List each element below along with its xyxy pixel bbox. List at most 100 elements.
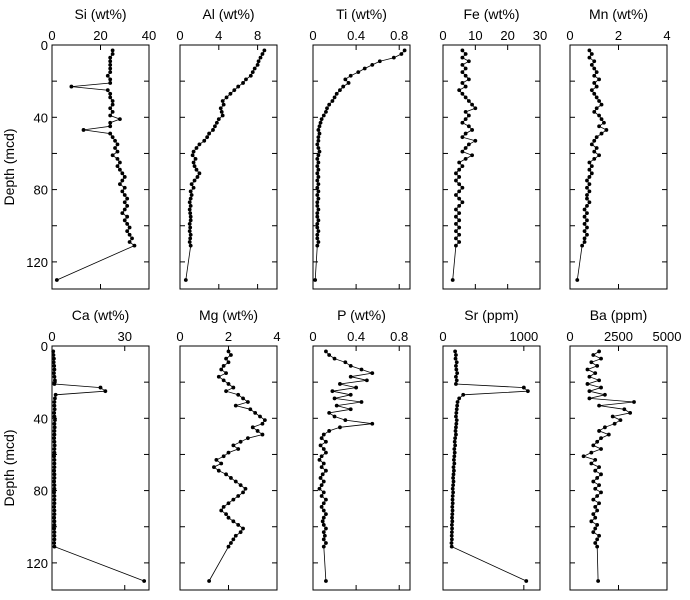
data-point [587,175,592,179]
data-point [316,175,321,179]
data-point [108,66,113,71]
data-point [451,472,456,477]
data-point [194,146,199,150]
data-point [224,472,228,477]
data-point [318,120,323,125]
panel-title: Al (wt%) [202,6,254,22]
data-point [321,508,326,513]
data-point [53,378,57,383]
data-point [324,579,328,583]
data-point [455,371,460,376]
data-point [52,443,57,448]
data-point [457,225,462,230]
data-point [231,537,236,542]
data-point [127,225,132,230]
data-point [587,182,592,187]
data-point [115,142,120,147]
data-point [460,164,465,168]
data-point [594,146,599,150]
data-point [377,59,382,64]
data-point [226,349,231,354]
data-point [460,91,465,96]
data-point [593,457,598,462]
data-point [461,392,466,397]
y-tick-label: 0 [41,339,48,354]
data-point [108,131,113,136]
data-point [454,432,458,437]
data-point [582,240,587,244]
data-point [597,113,601,118]
data-point [582,236,587,241]
data-point [585,232,589,237]
data-point [604,128,609,132]
data-point [52,465,57,469]
data-point [454,418,459,423]
data-point [585,382,590,386]
data-point [594,84,599,89]
data-point [52,447,57,451]
data-point [262,418,267,423]
data-point [593,504,598,509]
data-point [585,185,589,190]
data-point [466,59,471,64]
data-point [452,450,457,455]
data-point [466,77,471,82]
data-point [585,225,589,230]
x-tick-label: 0 [309,28,316,43]
data-point [238,483,243,488]
data-point [125,214,130,219]
data-point [187,229,192,234]
data-point [232,88,237,93]
data-point [364,378,369,383]
data-point [316,153,321,158]
data-point [52,403,57,408]
data-point [224,389,228,394]
data-point [591,443,596,448]
data-point [226,515,231,520]
data-point [592,138,597,143]
x-tick-label: 2 [615,28,622,43]
data-point [52,382,57,386]
data-point [603,425,607,430]
data-point [192,178,197,183]
data-point [595,544,600,549]
data-point [319,504,324,509]
data-point [591,497,596,502]
data-point [248,407,253,412]
data-point [212,465,216,469]
x-tick-label: 0.4 [347,329,365,344]
data-point [321,490,326,495]
data-point [593,468,598,473]
data-point [460,62,465,67]
panel-title: Fe (wt%) [464,6,520,22]
data-point [449,544,454,549]
data-point [594,135,599,140]
data-point [370,62,375,67]
data-point [236,84,241,89]
data-point [585,203,589,208]
data-point [585,211,589,215]
data-point [346,81,351,85]
data-point [207,579,212,583]
panel-4: Mn (wt%) 0 2 4 [566,6,671,290]
data-point [218,106,223,111]
x-tick-label: 0 [309,329,316,344]
data-point [315,214,320,219]
data-point [370,421,375,426]
x-tick-label: 0.8 [390,329,408,344]
data-point [321,479,326,484]
data-point [231,443,236,448]
plot-frame [51,345,150,591]
data-point [319,117,324,122]
data-point [122,175,127,179]
plot-frame [569,44,668,290]
data-point [315,142,320,147]
data-point [52,476,57,480]
data-point [255,429,260,433]
data-point [316,196,321,201]
data-point [454,374,458,379]
data-point [258,414,262,419]
data-point [457,203,462,208]
data-point [451,479,456,484]
data-point [348,73,353,78]
